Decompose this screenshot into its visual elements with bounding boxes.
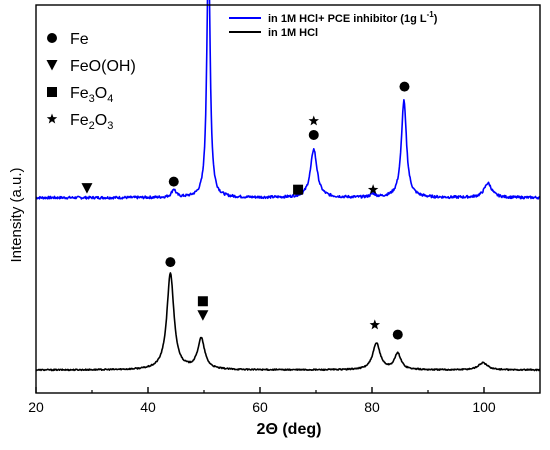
phase-legend-label: FeO(OH) bbox=[70, 58, 136, 75]
peak-marker-4 bbox=[308, 115, 319, 140]
phase-legend-entry-1: FeO(OH) bbox=[46, 58, 136, 75]
legend-label-main: in 1M HCl bbox=[268, 27, 318, 39]
star-marker-icon bbox=[367, 184, 379, 195]
axes-layer: 20 40 60 80 100 bbox=[28, 4, 541, 415]
peak-marker-5 bbox=[367, 184, 379, 195]
circle-marker-icon bbox=[399, 81, 410, 92]
star-marker-icon bbox=[369, 319, 381, 330]
phase-label-part: Fe bbox=[70, 112, 89, 129]
circle-marker-icon bbox=[392, 329, 403, 340]
series-line-1 bbox=[35, 272, 541, 372]
circle-marker-icon bbox=[168, 176, 179, 187]
circle-marker-icon bbox=[47, 33, 57, 43]
square-marker-icon bbox=[197, 296, 208, 307]
circle-marker-icon bbox=[308, 129, 319, 140]
star-marker-icon bbox=[46, 113, 58, 124]
phase-legend-label: Fe2O3 bbox=[70, 112, 113, 132]
phase-label-part: Fe bbox=[70, 85, 89, 102]
phase-legend-entry-0: Fe bbox=[47, 31, 89, 48]
y-axis-label: Intensity (a.u.) bbox=[8, 167, 25, 262]
series-layer bbox=[35, 0, 541, 372]
phase-label-sub: 3 bbox=[89, 93, 95, 105]
peak-marker-layer bbox=[81, 81, 410, 340]
legend-label-end: ) bbox=[434, 13, 438, 25]
triangle-down-marker-icon bbox=[46, 60, 58, 71]
peak-marker-10 bbox=[392, 329, 403, 340]
phase-legend-label: Fe bbox=[70, 31, 89, 48]
circle-marker-icon bbox=[165, 257, 176, 268]
x-tick-label: 20 bbox=[28, 399, 44, 415]
x-tick-label: 40 bbox=[140, 399, 156, 415]
legend-entry-1: in 1M HCl bbox=[229, 27, 318, 39]
peak-marker-8 bbox=[197, 296, 209, 321]
legend-label: in 1M HCl bbox=[268, 27, 318, 39]
x-axis-label: 2Θ (deg) bbox=[257, 421, 322, 438]
star-marker-icon bbox=[308, 115, 319, 126]
phase-label-part: FeO(OH) bbox=[70, 58, 136, 75]
x-tick-label: 80 bbox=[364, 399, 380, 415]
x-tick-label: 100 bbox=[472, 399, 496, 415]
triangle-down-marker-icon bbox=[81, 183, 93, 194]
phase-label-part: Fe bbox=[70, 31, 89, 48]
peak-marker-9 bbox=[369, 319, 381, 330]
phase-label-part: O bbox=[95, 85, 107, 102]
phase-legend-entry-3: Fe2O3 bbox=[46, 112, 113, 132]
peak-marker-6 bbox=[399, 81, 410, 92]
x-tick-label: 60 bbox=[252, 399, 268, 415]
legend-entry-0: in 1M HCl+ PCE inhibitor (1g L-1) bbox=[229, 10, 438, 25]
phase-legend-entry-2: Fe3O4 bbox=[47, 85, 113, 105]
legend-label-sup: -1 bbox=[427, 10, 435, 19]
peak-marker-3 bbox=[293, 184, 304, 195]
legend-label: in 1M HCl+ PCE inhibitor (1g L-1) bbox=[268, 10, 438, 25]
phase-legend-label: Fe3O4 bbox=[70, 85, 113, 105]
phase-label-part: O bbox=[95, 112, 107, 129]
phase-label-sub: 4 bbox=[107, 93, 113, 105]
peak-marker-0 bbox=[81, 183, 93, 194]
peak-marker-1 bbox=[168, 176, 179, 187]
series-line-0 bbox=[35, 0, 541, 200]
triangle-down-marker-icon bbox=[197, 310, 209, 321]
plot-frame bbox=[35, 4, 541, 394]
peak-marker-7 bbox=[165, 257, 176, 268]
square-marker-icon bbox=[293, 184, 304, 195]
phase-label-sub: 3 bbox=[107, 120, 113, 132]
phase-label-sub: 2 bbox=[89, 120, 95, 132]
square-marker-icon bbox=[47, 87, 57, 97]
legend-label-main: in 1M HCl+ PCE inhibitor (1g L bbox=[268, 13, 427, 25]
legend: in 1M HCl+ PCE inhibitor (1g L-1)in 1M H… bbox=[229, 10, 438, 39]
